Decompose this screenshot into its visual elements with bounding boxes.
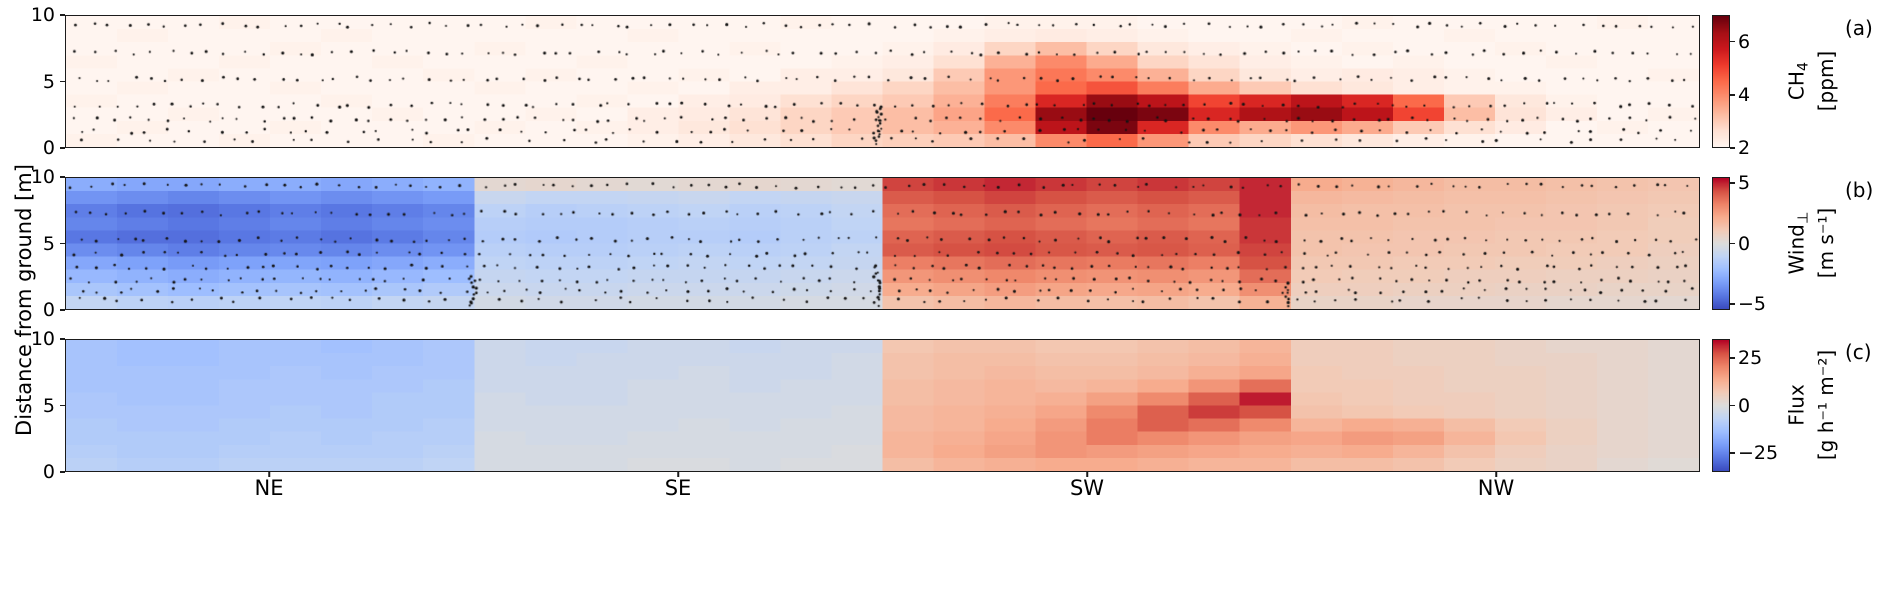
- colorbar-tick-label: −25: [1738, 442, 1779, 464]
- colorbar-tick-label: −5: [1738, 292, 1767, 315]
- y-axis-tick: [60, 147, 65, 149]
- colorbar-tick-label: 5: [1738, 172, 1751, 195]
- y-axis-tick: [60, 242, 65, 245]
- y-axis-tick-label: 10: [30, 328, 55, 350]
- y-axis-tick: [60, 14, 65, 16]
- colorbar-title-ch4: CH4: [1784, 61, 1812, 101]
- colorbar-tick: [1730, 303, 1735, 305]
- y-axis-tick: [60, 176, 65, 178]
- x-section-label-nw: NW: [1477, 476, 1515, 500]
- colorbar-units-ch4: [ppm]: [1814, 50, 1838, 112]
- colorbar-tick: [1730, 40, 1735, 43]
- y-axis-tick-label: 5: [42, 70, 55, 93]
- y-axis-tick-label: 5: [42, 394, 55, 417]
- panel-flux: [65, 339, 1700, 472]
- y-axis-tick-label: 0: [42, 299, 55, 321]
- x-axis-tick: [1495, 472, 1497, 477]
- colorbar-tick: [1730, 357, 1735, 359]
- x-section-label-ne: NE: [254, 476, 284, 500]
- colorbar-tick: [1730, 94, 1735, 96]
- colorbar-tick: [1730, 452, 1735, 454]
- x-section-label-se: SE: [664, 476, 692, 500]
- x-axis-tick: [1086, 472, 1088, 477]
- y-axis-tick: [60, 338, 65, 340]
- ch4-measurement-dots-overlay: [66, 16, 1699, 147]
- colorbar-units-flux: [g h⁻¹ m⁻²]: [1814, 349, 1838, 461]
- panel-wind: [65, 177, 1700, 310]
- colorbar-title-flux: Flux: [1784, 384, 1809, 426]
- colorbar-flux: [1712, 339, 1730, 472]
- y-axis-tick-label: 10: [30, 166, 55, 188]
- colorbar-wind: [1712, 177, 1730, 310]
- x-axis-tick: [268, 472, 270, 477]
- colorbar-tick-label: 2: [1738, 137, 1751, 159]
- colorbar-units-wind: [m s⁻¹]: [1814, 207, 1838, 279]
- x-axis-tick: [677, 472, 679, 477]
- panel-letter-c: (c): [1845, 340, 1872, 364]
- colorbar-tick-label: 6: [1738, 30, 1751, 53]
- y-axis-tick-label: 5: [42, 232, 55, 255]
- y-axis-tick: [60, 309, 65, 311]
- y-axis-tick-label: 10: [30, 4, 55, 26]
- colorbar-title-wind: Wind⊥: [1784, 211, 1812, 275]
- panel-letter-a: (a): [1845, 16, 1873, 40]
- y-axis-tick: [60, 404, 65, 407]
- colorbar-flux-gradient: [1713, 340, 1729, 471]
- y-axis-tick-label: 0: [42, 461, 55, 483]
- colorbar-tick-label: 4: [1738, 83, 1751, 106]
- colorbar-wind-gradient: [1713, 178, 1729, 309]
- x-section-label-sw: SW: [1069, 476, 1105, 500]
- colorbar-tick-label: 25: [1738, 347, 1763, 369]
- panel-letter-b: (b): [1845, 178, 1874, 202]
- colorbar-tick: [1730, 182, 1735, 184]
- colorbar-ch4-gradient: [1713, 16, 1729, 147]
- colorbar-tick: [1730, 147, 1735, 149]
- colorbar-tick: [1730, 242, 1735, 245]
- flux-dots-overlay: [66, 340, 1699, 471]
- colorbar-tick-label: 0: [1738, 232, 1751, 255]
- wind-measurement-dots-overlay: [66, 178, 1699, 309]
- panel-ch4: [65, 15, 1700, 148]
- y-axis-tick: [60, 80, 65, 83]
- y-axis-tick: [60, 471, 65, 473]
- y-axis-tick-label: 0: [42, 137, 55, 159]
- colorbar-ch4: [1712, 15, 1730, 148]
- colorbar-tick: [1730, 404, 1735, 407]
- colorbar-tick-label: 0: [1738, 394, 1751, 417]
